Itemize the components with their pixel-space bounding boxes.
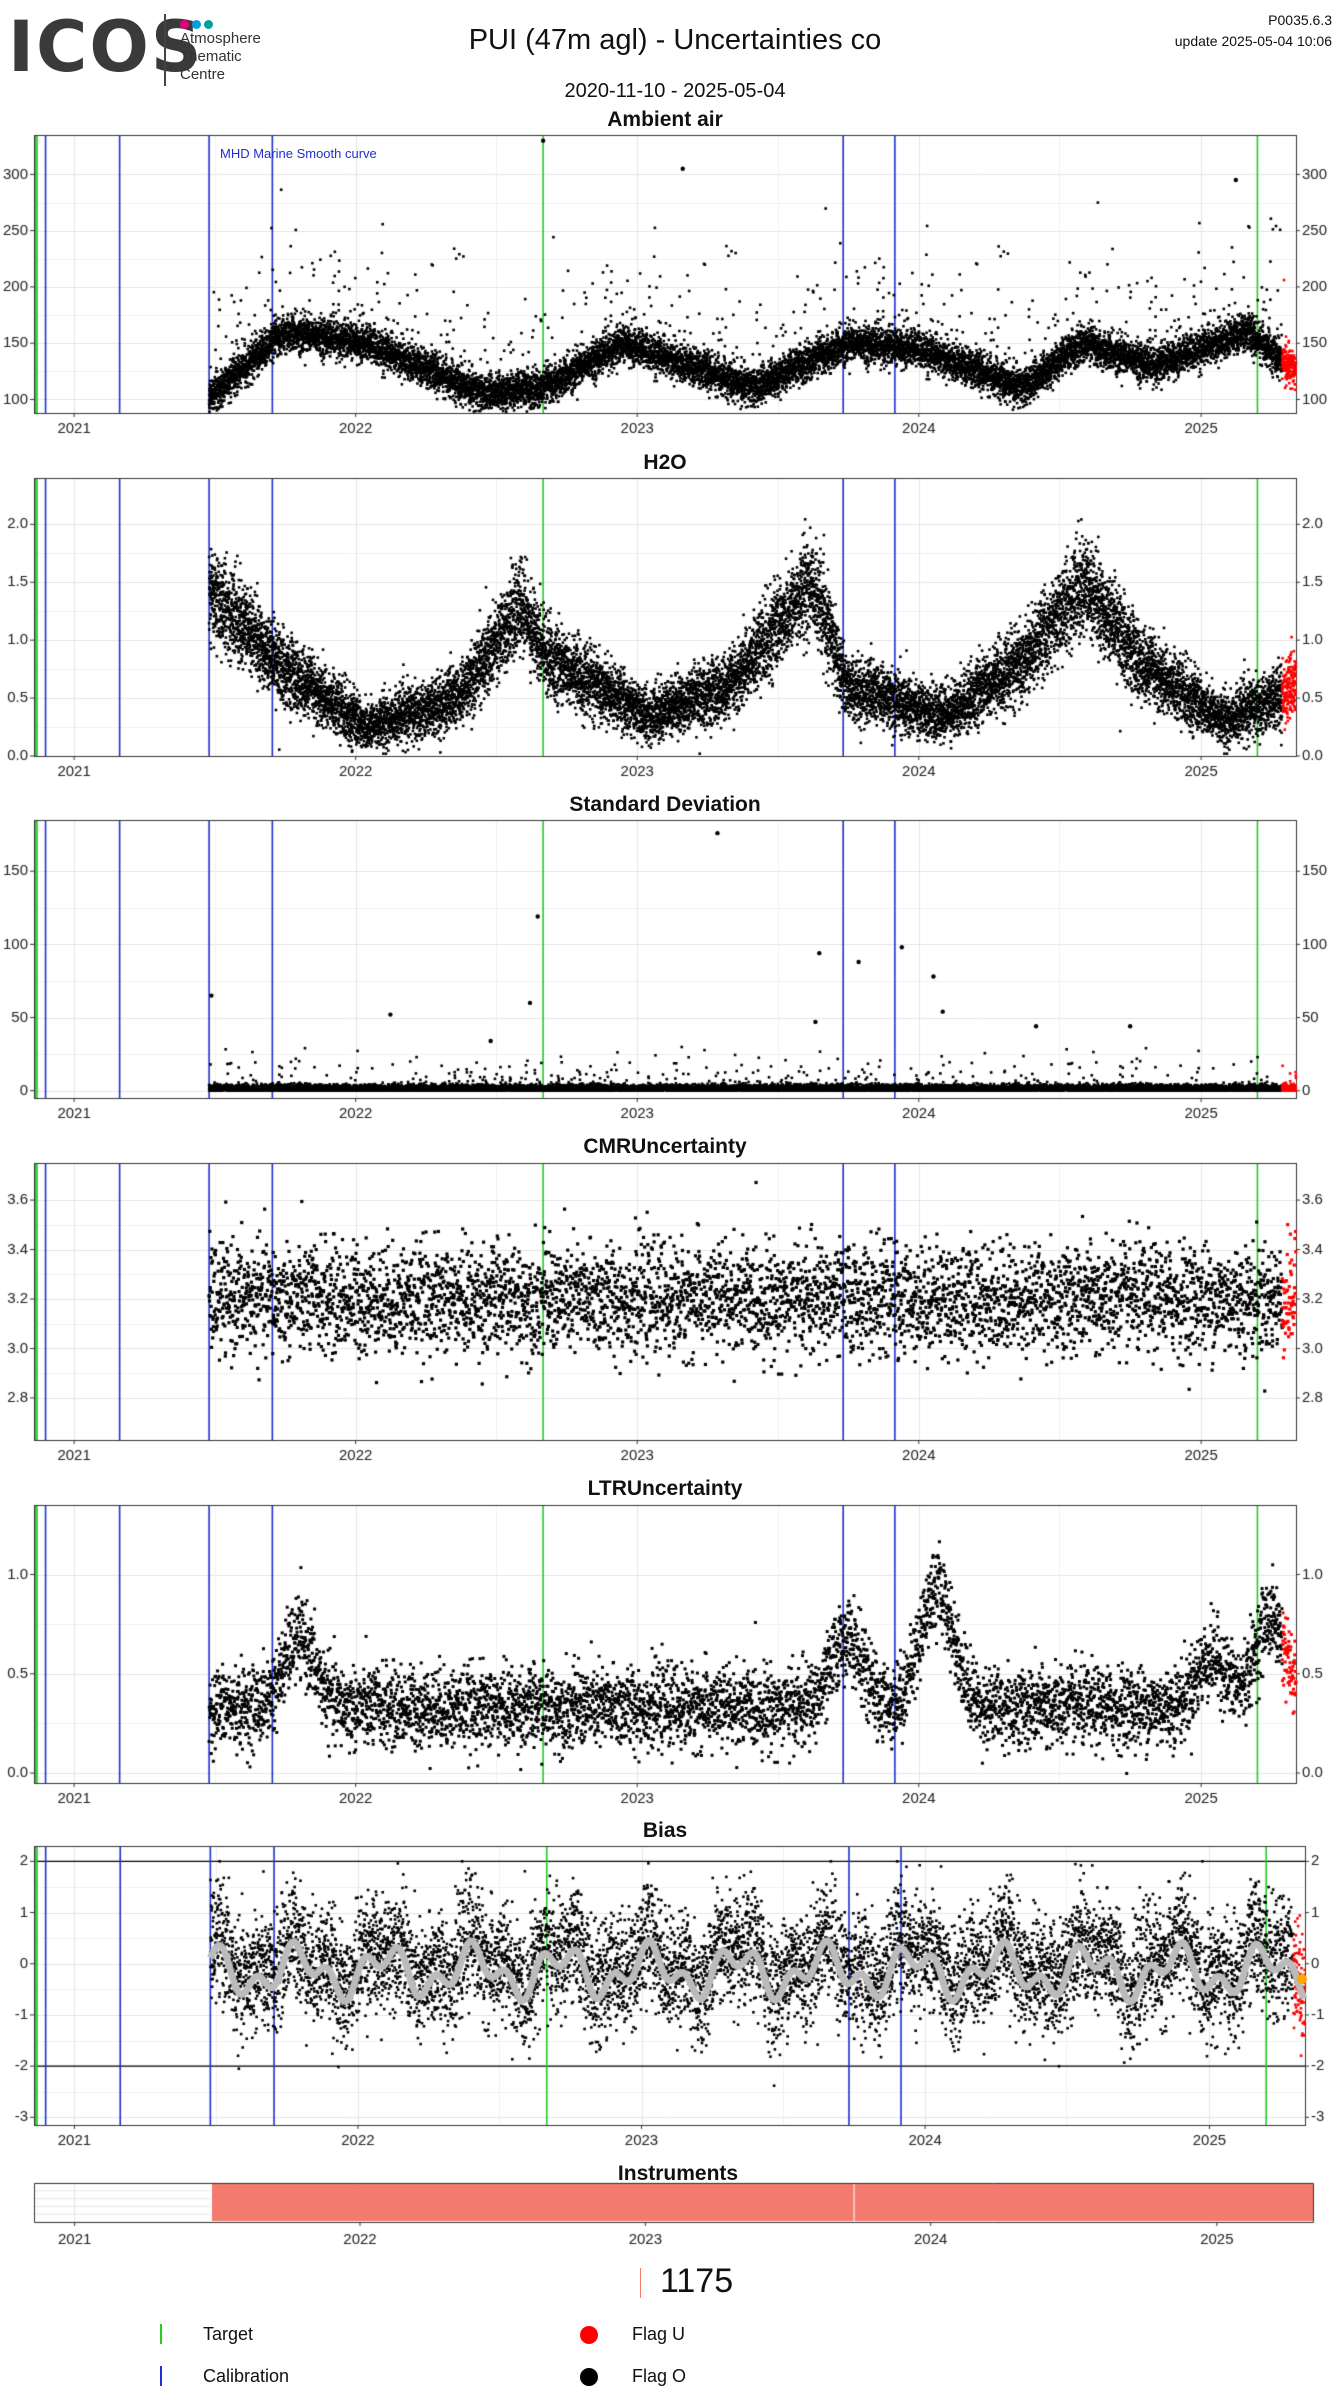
panel-title-ltr-uncertainty: LTRUncertainty xyxy=(587,1477,743,1500)
logo-text: ICOS xyxy=(8,6,204,88)
instrument-marker xyxy=(640,2268,641,2298)
legend-flag-o-swatch xyxy=(580,2368,598,2386)
logo-dots xyxy=(180,16,213,34)
legend: Target Calibration Flag U Flag O xyxy=(0,2318,1340,2388)
date-range: 2020-11-10 - 2025-05-04 xyxy=(564,80,786,102)
logo-subtitle-2: Thematic xyxy=(180,48,242,65)
panel-title-standard-deviation: Standard Deviation xyxy=(569,793,761,816)
panel-title-cmr-uncertainty: CMRUncertainty xyxy=(583,1135,747,1158)
logo-subtitle-1: Atmosphere xyxy=(180,30,261,47)
logo-dot-blue xyxy=(192,20,201,29)
update-label: update 2025-05-04 10:06 xyxy=(1174,33,1332,49)
legend-flag-u-label: Flag U xyxy=(632,2324,686,2344)
panel-title-bias: Bias xyxy=(642,1819,688,1842)
instrument-id: 1175 xyxy=(660,2262,734,2300)
icos-logo: ICOS Atmosphere Thematic Centre xyxy=(8,10,288,88)
legend-target-label: Target xyxy=(203,2324,254,2344)
page-title: PUI (47m agl) - Uncertainties co xyxy=(468,24,882,56)
panel-annotation: MHD Marine Smooth curve xyxy=(220,146,377,161)
logo-subtitle-3: Centre xyxy=(180,66,226,83)
legend-flag-o-label: Flag O xyxy=(632,2366,687,2386)
legend-target-swatch xyxy=(160,2324,162,2344)
legend-calibration-label: Calibration xyxy=(203,2366,290,2386)
logo-dot-pink xyxy=(180,20,189,29)
legend-calibration-swatch xyxy=(160,2366,162,2386)
logo-divider xyxy=(164,14,166,86)
legend-flag-u-swatch xyxy=(580,2326,598,2344)
version-label: P0035.6.3 xyxy=(1268,12,1332,28)
logo-dot-teal xyxy=(204,20,213,29)
panel-title-h2o: H2O xyxy=(643,451,687,474)
panel-title-ambient-air: Ambient air xyxy=(607,108,723,131)
panel-title-instruments: Instruments xyxy=(617,2162,739,2185)
